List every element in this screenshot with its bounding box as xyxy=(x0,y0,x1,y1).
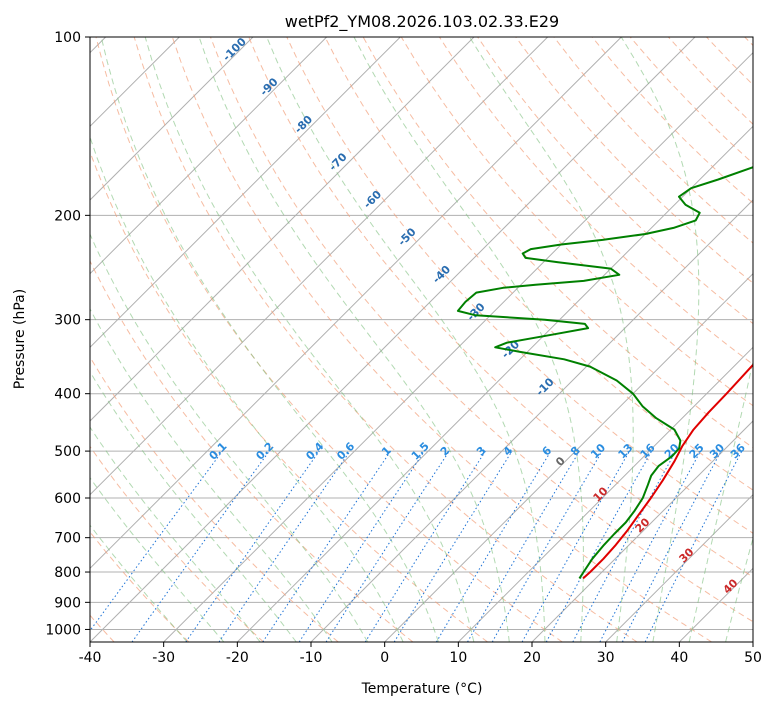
y-tick-label: 900 xyxy=(54,595,81,611)
isotherm-line xyxy=(90,37,696,642)
mixing-ratio-line xyxy=(131,450,270,642)
y-axis-label: Pressure (hPa) xyxy=(12,289,28,389)
moist-adiabat-line xyxy=(620,37,700,642)
y-tick-label: 200 xyxy=(54,208,81,224)
isotherm-line xyxy=(90,37,549,496)
dry-adiabat-line xyxy=(324,37,753,491)
y-tick-label: 700 xyxy=(54,531,81,547)
mixing-ratio-line xyxy=(262,450,392,642)
x-tick-label: 10 xyxy=(449,650,467,666)
moist-adiabat-line xyxy=(90,135,404,642)
dry-adiabat-line xyxy=(90,356,339,642)
y-tick-label: 100 xyxy=(54,30,81,46)
mixing-ratio-line xyxy=(572,450,677,642)
chart-title: wetPf2_YM08.2026.103.02.33.E29 xyxy=(285,12,559,32)
dry-adiabat-line xyxy=(90,259,414,642)
mixing-ratio-line xyxy=(393,450,513,642)
dewpoint-line xyxy=(456,166,753,579)
isotherm-line xyxy=(90,37,622,570)
x-tick-label: -10 xyxy=(300,650,323,666)
y-tick-label: 500 xyxy=(54,444,81,460)
moist-adiabat-line xyxy=(90,426,261,642)
moist-adiabat-line xyxy=(100,37,439,642)
isotherm-line xyxy=(605,493,753,642)
dry-adiabat-line xyxy=(248,37,753,578)
moist-adiabat-line xyxy=(688,358,753,642)
mixing-ratio-line xyxy=(521,450,630,642)
x-tick-label: 50 xyxy=(744,650,762,666)
isotherm-line xyxy=(90,37,254,201)
moist-adiabat-line xyxy=(90,524,188,642)
x-tick-label: 30 xyxy=(597,650,615,666)
plot-frame xyxy=(89,36,754,643)
x-tick-label: 0 xyxy=(380,650,389,666)
x-axis-label: Temperature (°C) xyxy=(361,681,483,697)
y-tick-label: 600 xyxy=(54,491,81,507)
moist-adiabat-line xyxy=(90,233,369,642)
moist-adiabat-line xyxy=(353,37,584,642)
moist-adiabat-line xyxy=(144,37,475,642)
dry-adiabat-line xyxy=(286,37,753,534)
y-tick-label: 1000 xyxy=(45,622,81,638)
mixing-ratio-line xyxy=(644,450,743,642)
y-axis: 100 200 300 400 500 600 700 800 900 1000 xyxy=(45,30,90,638)
mixing-ratio-line xyxy=(325,450,450,642)
isotherm-line xyxy=(457,346,753,642)
y-tick-label: 400 xyxy=(54,387,81,403)
moist-adiabat-line xyxy=(90,307,333,642)
dry-adiabat-line xyxy=(515,37,753,284)
y-tick-label: 800 xyxy=(54,565,81,581)
dry-adiabat-line xyxy=(133,37,638,642)
dry-adiabat-line xyxy=(210,37,753,623)
x-tick-label: -40 xyxy=(79,650,102,666)
mixing-ratio-line xyxy=(90,450,223,632)
isotherm-line xyxy=(384,272,753,642)
dry-adiabat-line xyxy=(90,445,264,642)
isotherm-line xyxy=(90,37,475,422)
temperature-line xyxy=(582,363,753,580)
moist-adiabat-line xyxy=(198,37,510,642)
dry-adiabat-line xyxy=(171,37,712,642)
isotherm-line xyxy=(236,125,753,642)
background-lines xyxy=(90,37,753,642)
x-tick-label: -20 xyxy=(226,650,249,666)
x-tick-label: 20 xyxy=(523,650,541,666)
dry-adiabat-line xyxy=(95,37,563,642)
isotherm-line xyxy=(90,37,401,349)
moist-adiabat-line xyxy=(725,536,753,642)
moist-adiabat-line xyxy=(266,37,546,642)
mixing-ratio-line xyxy=(185,450,320,642)
isotherm-line xyxy=(531,420,753,642)
x-tick-label: 40 xyxy=(670,650,688,666)
y-tick-label: 300 xyxy=(54,313,81,329)
moist-adiabat-line xyxy=(90,476,225,642)
mixing-ratio-line xyxy=(298,450,425,642)
profile-series xyxy=(456,166,753,580)
isotherm-line xyxy=(90,37,328,275)
mixing-ratio-line xyxy=(218,450,351,642)
isotherm-line xyxy=(163,51,753,642)
x-tick-label: -30 xyxy=(152,650,175,666)
x-axis: -40 -30 -20 -10 0 10 20 30 40 50 xyxy=(79,642,762,666)
moist-adiabat-line xyxy=(90,370,297,642)
